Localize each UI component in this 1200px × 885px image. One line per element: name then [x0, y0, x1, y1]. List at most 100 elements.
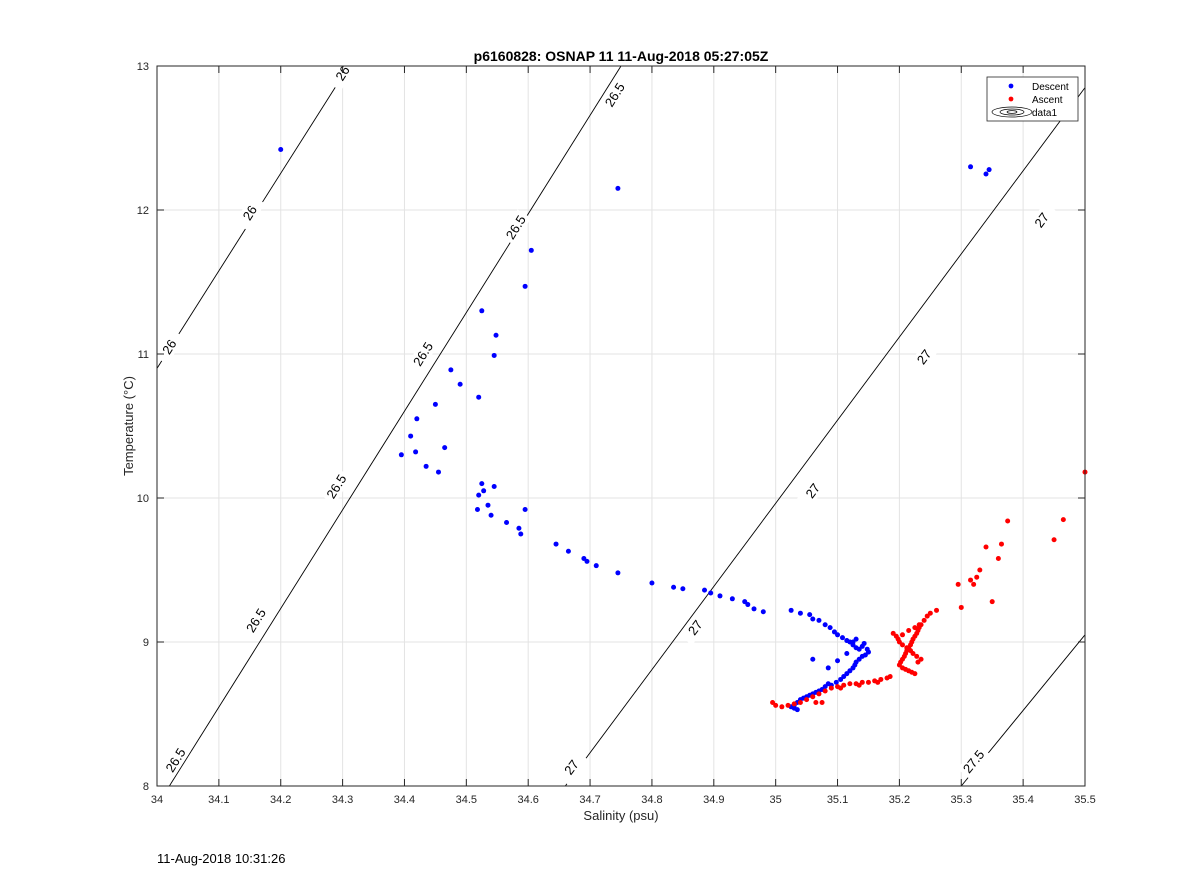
- descent-point: [825, 665, 831, 671]
- descent-point: [485, 502, 491, 508]
- y-tick-label: 10: [137, 493, 149, 505]
- descent-point: [413, 449, 419, 455]
- descent-point: [278, 147, 284, 153]
- x-tick-label: 35.4: [1012, 794, 1033, 806]
- ascent-point: [955, 581, 961, 587]
- contour-label-bg: [555, 749, 588, 785]
- descent-point: [810, 656, 816, 662]
- descent-point: [702, 587, 708, 593]
- descent-point: [810, 616, 816, 622]
- descent-point: [983, 171, 989, 177]
- x-tick-label: 34.6: [517, 794, 538, 806]
- descent-point: [522, 507, 528, 513]
- x-tick-label: 35: [770, 794, 782, 806]
- ascent-point: [977, 567, 983, 573]
- descent-point: [807, 612, 813, 618]
- ascent-point: [890, 630, 896, 636]
- ascent-point: [785, 702, 791, 708]
- descent-point: [816, 617, 822, 623]
- x-tick-label: 34.3: [332, 794, 353, 806]
- ascent-point: [804, 697, 810, 703]
- ascent-point: [998, 541, 1004, 547]
- legend-entry-descent: Descent: [1032, 82, 1069, 93]
- y-tick-label: 12: [137, 205, 149, 217]
- x-tick-label: 34.8: [641, 794, 662, 806]
- descent-point: [839, 635, 845, 641]
- ascent-point: [838, 685, 844, 691]
- legend: Descent Ascent data1: [986, 76, 1079, 122]
- axis-ticks: 34 34.1 34.2 34.3 34.4 34.5 34.6 34.7 34.8 34.9 35…: [137, 61, 1096, 806]
- contour-label: 26: [332, 63, 352, 83]
- descent-point: [488, 512, 494, 518]
- descent-point: [584, 558, 590, 564]
- x-tick-label: 34: [151, 794, 163, 806]
- x-tick-label: 34.1: [208, 794, 229, 806]
- descent-point: [649, 580, 655, 586]
- descent-point: [479, 308, 485, 314]
- descent-point: [476, 492, 482, 498]
- descent-point: [423, 463, 429, 469]
- descent-point: [745, 602, 751, 608]
- ascent-point: [921, 617, 927, 623]
- descent-point: [680, 586, 686, 592]
- descent-point: [448, 367, 454, 373]
- ascent-point: [906, 627, 912, 633]
- ascent-point: [934, 607, 940, 613]
- legend-entry-ascent: Ascent: [1032, 95, 1063, 106]
- descent-point: [788, 607, 794, 613]
- contour-label-bg: [500, 209, 532, 246]
- x-tick-label: 34.4: [394, 794, 415, 806]
- contour-label-bg: [154, 329, 185, 365]
- x-tick-label: 35.2: [889, 794, 910, 806]
- ascent-point: [791, 701, 797, 707]
- contour-label: 27: [1031, 210, 1052, 231]
- descent-point: [986, 167, 992, 173]
- descent-point: [717, 593, 723, 599]
- descent-point: [476, 394, 482, 400]
- ascent-point: [816, 691, 822, 697]
- x-tick-label: 34.5: [456, 794, 477, 806]
- contour-label-bg: [407, 336, 439, 372]
- legend-box: [986, 76, 1079, 122]
- descent-point: [835, 658, 841, 664]
- ascent-point: [875, 679, 881, 685]
- chart-title: p6160828: OSNAP 11 11-Aug-2018 05:27:05Z: [474, 48, 769, 64]
- ascent-point: [847, 681, 853, 687]
- descent-point: [671, 584, 677, 590]
- descent-point: [479, 481, 485, 487]
- descent-point: [822, 622, 828, 628]
- descent-point: [491, 352, 497, 358]
- descent-point: [518, 531, 524, 537]
- contour-label-bg: [599, 76, 631, 113]
- descent-point: [835, 632, 841, 638]
- descent-point: [435, 469, 441, 475]
- data-points: [278, 147, 1088, 713]
- descent-point: [442, 445, 448, 451]
- ascent-point: [865, 679, 871, 685]
- ascent-point: [916, 622, 922, 628]
- ascent-point: [912, 625, 918, 631]
- y-tick-label: 8: [143, 781, 149, 793]
- x-tick-label: 34.7: [579, 794, 600, 806]
- ascent-point: [918, 656, 924, 662]
- ascent-point: [912, 671, 918, 677]
- descent-point: [565, 548, 571, 554]
- contour-label-bg: [327, 55, 358, 91]
- ascent-point: [828, 685, 834, 691]
- contour-label: 27: [561, 757, 582, 778]
- x-tick-label: 35.3: [951, 794, 972, 806]
- ascent-point: [974, 574, 980, 580]
- descent-point: [838, 676, 844, 682]
- ascent-point: [819, 699, 825, 705]
- legend-marker-descent: [1008, 83, 1014, 89]
- contour-label: 26: [240, 203, 260, 223]
- ascent-point: [1060, 517, 1066, 523]
- descent-point: [516, 525, 522, 531]
- ascent-point: [968, 577, 974, 583]
- legend-marker-ascent: [1008, 96, 1014, 102]
- legend-marker-contour-icon: [991, 106, 1033, 118]
- contour-label-bg: [234, 195, 266, 231]
- descent-point: [729, 596, 735, 602]
- descent-point: [794, 707, 800, 713]
- contour-label: 27: [802, 481, 823, 502]
